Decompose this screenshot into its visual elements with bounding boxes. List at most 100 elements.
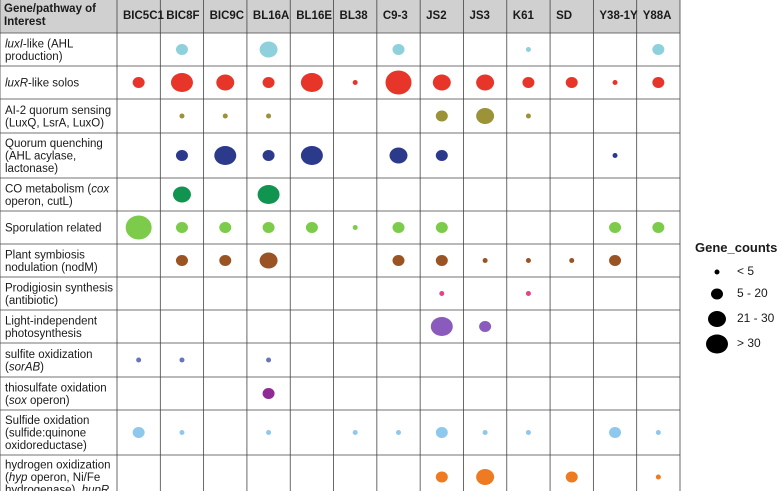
bubble	[259, 41, 278, 58]
bubble	[262, 388, 275, 399]
bubble	[652, 77, 665, 88]
bubble	[476, 469, 495, 485]
column-label: Y38-1Y	[599, 10, 638, 22]
row-label: Plant symbiosis nodulation (nodM)	[5, 249, 98, 274]
row-label: Prodigiosin synthesis (antibiotic)	[5, 282, 113, 307]
bubble	[652, 44, 665, 55]
row-label: AI-2 quorum sensing (LuxQ, LsrA, LuxO)	[5, 105, 111, 130]
bubble	[222, 113, 228, 119]
bubble	[565, 471, 578, 483]
legend-title: Gene_counts	[695, 240, 778, 255]
bubble	[435, 255, 448, 266]
column-labels: BIC5C1 BIC8F BIC9C BL16A BL16E BL38 C9-3 JS2 JS3…	[123, 10, 671, 22]
bubble	[525, 113, 531, 119]
row-labels: luxI-like (AHL production) luxR-like solos…	[5, 38, 113, 491]
row-label: CO metabolism (cox operon, cutL)	[5, 183, 110, 208]
bubble	[439, 291, 445, 296]
bubble	[525, 258, 531, 263]
bubble	[525, 291, 531, 296]
bubble	[262, 77, 275, 88]
bubble	[655, 430, 661, 435]
bubble	[175, 255, 188, 266]
bubble	[609, 427, 622, 438]
bubble	[257, 185, 280, 204]
bubble	[655, 474, 661, 480]
bubble	[435, 471, 448, 483]
bubble	[435, 427, 448, 438]
bubble	[219, 255, 232, 266]
bubble	[300, 73, 323, 92]
row-label: hydrogen oxidization (hyp operon, Ni/Fe hy…	[5, 460, 111, 491]
bubble	[522, 77, 535, 88]
bubble	[214, 146, 237, 165]
bubble	[175, 150, 188, 161]
column-label: BIC8F	[166, 10, 199, 22]
bubble	[609, 255, 622, 266]
bubble	[216, 74, 235, 91]
column-label: Y88A	[643, 10, 672, 22]
bubble	[482, 258, 488, 263]
bubble	[652, 222, 665, 233]
row-label: Light-independent photosynthesis	[5, 315, 98, 340]
bubble	[432, 74, 451, 91]
bubble	[482, 430, 488, 435]
row-label: sulfite oxidization (sorAB)	[5, 349, 93, 374]
bubble	[476, 74, 495, 91]
bubble	[525, 430, 531, 435]
legend-label: 5 - 20	[737, 286, 768, 300]
bubble	[305, 222, 318, 233]
legend-dot	[711, 288, 723, 300]
grid-lines	[0, 0, 681, 491]
bubble	[352, 430, 358, 435]
row-label: thiosulfate oxidation (sox operon)	[5, 382, 107, 407]
bubble	[170, 73, 193, 92]
bubble	[179, 113, 185, 119]
bubble	[266, 357, 272, 363]
bubble	[132, 77, 145, 88]
bubble	[179, 357, 185, 363]
bubble	[259, 252, 278, 269]
bubble	[385, 70, 412, 95]
header-background	[0, 0, 680, 33]
bubble	[612, 80, 618, 85]
bubble	[136, 357, 142, 363]
column-label: BIC9C	[210, 10, 245, 22]
bubble	[132, 427, 145, 438]
bubble	[179, 430, 185, 435]
row-header-title: Gene/pathway of Interest	[4, 3, 97, 28]
legend-label: < 5	[737, 264, 755, 278]
bubbles	[125, 41, 665, 485]
bubble	[219, 222, 232, 233]
bubble	[300, 146, 323, 165]
bubble	[435, 110, 448, 122]
legend-dot	[714, 269, 720, 275]
bubble	[262, 150, 275, 161]
legend-label: 21 - 30	[737, 311, 775, 325]
bubble	[609, 222, 622, 233]
column-label: BL38	[340, 10, 369, 22]
bubble	[435, 150, 448, 161]
column-label: BIC5C1	[123, 10, 165, 22]
legend-dot	[706, 334, 728, 354]
row-label: Sulfide oxidation (sulfide:quinone oxidore…	[5, 415, 89, 452]
bubble	[430, 317, 453, 336]
column-label: C9-3	[383, 10, 408, 22]
legend-dots	[706, 269, 728, 354]
legend-label: > 30	[737, 336, 761, 350]
bubble	[479, 321, 492, 332]
column-label: BL16E	[296, 10, 332, 22]
header-band	[0, 0, 680, 33]
bubble	[396, 430, 401, 435]
bubble	[612, 153, 618, 158]
row-label: Quorum quenching (AHL acylase, lactonase)	[5, 138, 103, 175]
bubble	[435, 222, 448, 233]
legend-dot	[708, 311, 726, 327]
column-label: BL16A	[253, 10, 289, 22]
row-label: luxR-like solos	[5, 78, 79, 90]
bubble	[476, 108, 495, 124]
row-label: luxI-like (AHL production)	[5, 38, 74, 63]
column-label: SD	[556, 10, 572, 22]
bubble	[392, 44, 405, 55]
bubble	[352, 80, 358, 85]
